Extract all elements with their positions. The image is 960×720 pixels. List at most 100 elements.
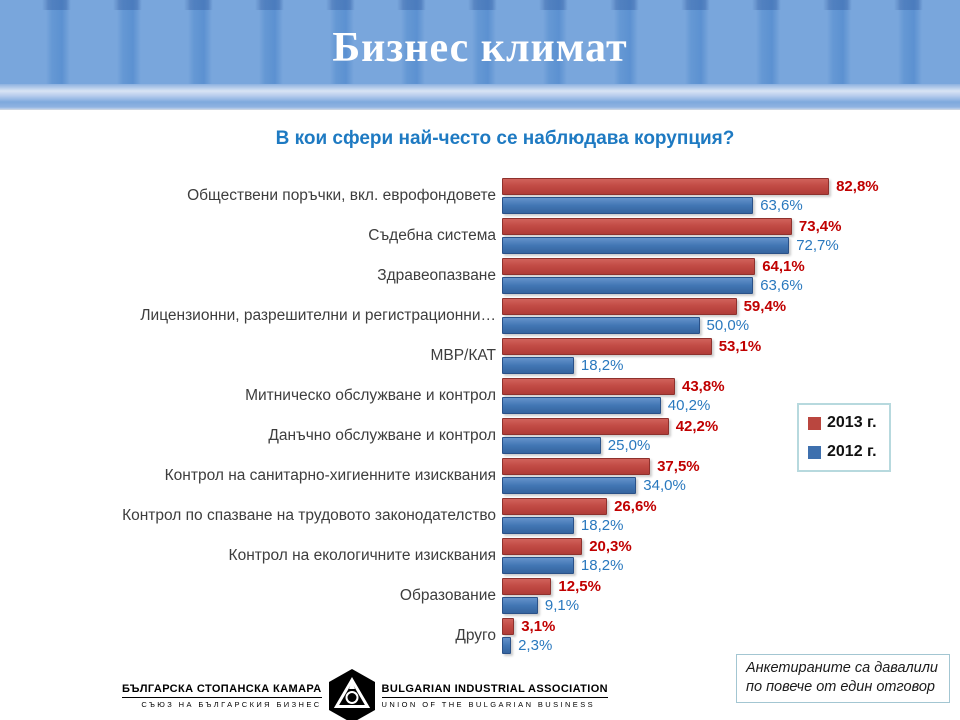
bar-2012г <box>502 517 574 534</box>
bar-2013г <box>502 218 792 235</box>
bar-2013г <box>502 498 608 515</box>
bar-line: 3,1% <box>502 617 940 636</box>
hexagon-figure-icon <box>328 669 375 720</box>
footer-left-block: БЪЛГАРСКА СТОПАНСКА КАМАРА СЪЮЗ НА БЪЛГА… <box>121 683 322 709</box>
category-label: Друго <box>455 627 496 644</box>
category-label: Лицензионни, разрешителни и регистрацион… <box>140 307 496 324</box>
footer-left-title: БЪЛГАРСКА СТОПАНСКА КАМАРА <box>121 683 322 698</box>
value-label: 9,1% <box>544 597 580 614</box>
value-label: 37,5% <box>657 458 700 475</box>
category-bars: 37,5% 34,0% <box>502 456 940 496</box>
category-label: Данъчно обслужване и контрол <box>268 427 496 444</box>
value-label: 2,3% <box>518 637 553 654</box>
value-label: 18,2% <box>580 557 624 574</box>
bar-2012г <box>502 437 601 454</box>
bar-2012г <box>502 357 574 374</box>
category-bars: 26,6% 18,2% <box>502 496 940 536</box>
bar-2013г <box>502 618 515 635</box>
chart-category-row: Друго 3,1% 2,3% <box>40 616 940 656</box>
category-label: Митническо обслужване и контрол <box>245 387 496 404</box>
note-box: Анкетираните са давалили по повече от ед… <box>736 654 950 703</box>
bar-2013г <box>502 578 552 595</box>
footer-right-title: BULGARIAN INDUSTRIAL ASSOCIATION <box>381 683 609 698</box>
value-label: 73,4% <box>798 218 842 235</box>
chart-category-row: МВР/КАТ 53,1% 18,2% <box>40 336 940 376</box>
category-bars: 42,2% 25,0% <box>502 416 940 456</box>
chart-category-row: Образование 12,5% 9,1% <box>40 576 940 616</box>
chart-legend: 2013 г. 2012 г. <box>797 403 891 472</box>
category-bars: 53,1% 18,2% <box>502 336 940 376</box>
category-label: Съдебна система <box>368 227 496 244</box>
slide-title: Бизнес климат <box>332 25 628 71</box>
bar-2012г <box>502 197 754 214</box>
bar-2013г <box>502 538 583 555</box>
value-label: 12,5% <box>558 578 601 595</box>
category-bars: 64,1% 63,6% <box>502 256 940 296</box>
category-label: Обществени поръчки, вкл. еврофондовете <box>187 187 496 204</box>
header-bottom-edge <box>0 84 960 110</box>
bar-line: 63,6% <box>502 276 940 295</box>
value-label: 40,2% <box>667 397 711 414</box>
legend-swatch-2012-blue-icon <box>808 445 821 459</box>
bar-2012г <box>502 397 661 414</box>
category-label: Образование <box>399 587 496 604</box>
bar-2013г <box>502 458 651 475</box>
chart-category-row: Митническо обслужване и контрол 43,8% 40,2… <box>40 376 940 416</box>
legend-entry-2013: 2013 г. <box>808 414 881 432</box>
chart-category-row: Контрол на екологичните изисквания 20,3% 1… <box>40 536 940 576</box>
bar-line: 25,0% <box>502 436 940 455</box>
footer-right-subtitle: UNION OF THE BULGARIAN BUSINESS <box>381 700 596 709</box>
bar-line: 59,4% <box>502 297 940 316</box>
value-label: 25,0% <box>607 437 651 454</box>
footer-logo-strip: БЪЛГАРСКА СТОПАНСКА КАМАРА СЪЮЗ НА БЪЛГА… <box>0 669 730 720</box>
category-label: Контрол на санитарно-хигиенните изискван… <box>164 467 496 484</box>
bar-2012г <box>502 317 700 334</box>
chart-title: В кои сфери най-често се наблюдава коруп… <box>275 128 735 149</box>
bar-line: 37,5% <box>502 457 940 476</box>
header-banner <box>0 0 960 86</box>
category-bars: 12,5% 9,1% <box>502 576 940 616</box>
bar-line: 53,1% <box>502 337 940 356</box>
chart-category-row: Контрол на санитарно-хигиенните изискван… <box>40 456 940 496</box>
bar-line: 72,7% <box>502 236 940 255</box>
bar-2013г <box>502 178 830 195</box>
bar-2013г <box>502 258 756 275</box>
bar-2012г <box>502 477 637 494</box>
bar-line: 26,6% <box>502 497 940 516</box>
value-label: 63,6% <box>760 197 803 214</box>
value-label: 20,3% <box>589 538 632 555</box>
bar-2013г <box>502 298 737 315</box>
chart-category-row: Контрол по спазване на трудовото законод… <box>40 496 940 536</box>
value-label: 64,1% <box>762 258 805 275</box>
bar-2012г <box>502 557 574 574</box>
bar-line: 82,8% <box>502 177 940 196</box>
bar-2012г <box>502 237 790 254</box>
chart-category-row: Обществени поръчки, вкл. еврофондовете 82… <box>40 176 940 216</box>
bar-2012г <box>502 277 754 294</box>
footer-left-subtitle: СЪЮЗ НА БЪЛГАРСКИЯ БИЗНЕС <box>141 700 322 709</box>
bar-2012г <box>502 597 538 614</box>
footer-right-block: BULGARIAN INDUSTRIAL ASSOCIATION UNION O… <box>381 683 609 709</box>
value-label: 82,8% <box>836 178 879 195</box>
legend-label-2013: 2013 г. <box>827 414 877 431</box>
value-label: 34,0% <box>643 477 686 494</box>
value-label: 42,2% <box>675 418 719 435</box>
category-bars: 82,8% 63,6% <box>502 176 940 216</box>
bar-line: 34,0% <box>502 476 940 495</box>
value-label: 43,8% <box>682 378 725 395</box>
value-label: 59,4% <box>743 298 787 315</box>
legend-swatch-2013-red-icon <box>808 416 821 430</box>
category-label: Контрол на екологичните изисквания <box>228 547 496 564</box>
bar-2013г <box>502 378 675 395</box>
note-line-1: Анкетираните са давалили <box>746 660 938 676</box>
legend-entry-2012: 2012 г. <box>808 443 881 461</box>
bar-line: 18,2% <box>502 516 940 535</box>
bar-2013г <box>502 338 712 355</box>
value-label: 72,7% <box>796 237 839 254</box>
bar-line: 9,1% <box>502 596 940 615</box>
chart-category-row: Лицензионни, разрешителни и регистрацион… <box>40 296 940 336</box>
category-bars: 20,3% 18,2% <box>502 536 940 576</box>
category-bars: 73,4% 72,7% <box>502 216 940 256</box>
bar-line: 50,0% <box>502 316 940 335</box>
